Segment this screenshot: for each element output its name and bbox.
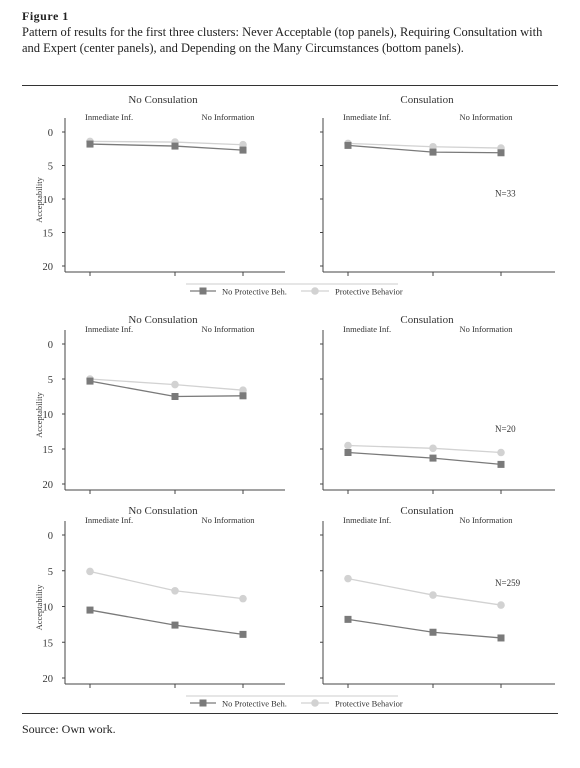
top-right-annotation: N=33 [495,188,516,198]
bottom-right-series-1-point-2 [497,601,505,609]
legend-1-marker-0 [199,699,207,707]
center-left-y-tick-label-2: 10 [43,410,54,421]
bottom-right-category-label-2: No Information [459,515,513,525]
bottom-left-y-tick-label-4: 20 [43,674,54,685]
bottom-left-series-1-point-2 [239,594,247,603]
center-left-category-label-2: No Information [201,324,255,334]
center-right-series-1-point-1 [429,444,437,453]
center-right-category-label-2: No Information [459,324,513,334]
top-right-series-0-point-1 [429,148,437,156]
center-left-y-tick-label-1: 5 [48,375,53,386]
bottom-left-series-1-point-1 [171,586,179,595]
bottom-left-series-line-1 [89,570,244,600]
bottom-right-series-line-1 [347,577,502,606]
top-rule [22,85,558,86]
bottom-right-series-1-point-0 [344,574,352,583]
top-left-category-label-0: Inmediate Inf. [85,112,133,122]
center-right-series-0-point-0 [344,449,352,456]
center-left-series-1-point-1 [171,380,179,389]
center-right-series-1-point-2 [497,448,505,457]
top-right-category-label-0: Inmediate Inf. [343,112,391,122]
center-left-category-label-0: Inmediate Inf. [85,324,133,334]
center-left-series-1-point-2 [239,386,247,395]
top-right-title: Consulation [400,94,454,106]
top-left-y-tick-label-2: 10 [43,195,54,206]
center-left-series-0-point-1 [171,393,179,400]
bottom-right-series-line-0 [347,618,502,639]
bottom-left-y-axis-label: Acceptability [34,584,44,631]
legend-1-marker-1 [311,699,319,707]
bottom-left-series-0-point-2 [239,630,247,638]
top-left-y-axis-label: Acceptability [34,176,44,223]
bottom-left-y-tick-label-1: 5 [48,567,53,578]
center-left-y-axis-label: Acceptability [34,391,44,438]
top-left-y-tick-label-0: 0 [48,128,53,139]
legend-0-marker-0 [199,287,207,295]
center-right-series-line-0 [347,451,502,466]
top-left-y-tick-label-4: 20 [43,262,54,273]
top-right-series-0-point-2 [497,149,505,157]
top-right-category-label-2: No Information [459,112,513,122]
top-left-series-0-point-1 [171,142,179,150]
bottom-right-series-0-point-1 [429,628,437,636]
legend-1-label-1: Protective Behavior [335,699,403,709]
bottom-right-annotation: N=259 [495,578,521,588]
top-left-series-line-0 [89,143,244,151]
bottom-right-series-0-point-0 [344,615,352,623]
center-right-series-line-1 [347,444,502,454]
legend-0-marker-1 [311,287,319,295]
center-right-category-label-0: Inmediate Inf. [343,324,391,334]
source-note: Source: Own work. [22,722,116,736]
figure-label: Figure 1 [22,9,69,23]
center-right-series-1-point-0 [344,441,352,450]
figure-caption: Pattern of results for the first three c… [22,25,543,55]
center-right-annotation: N=20 [495,424,516,434]
bottom-left-y-tick-label-2: 10 [43,603,54,614]
bottom-left-series-line-0 [89,609,244,636]
legend-1-label-0: No Protective Beh. [222,699,287,709]
center-left-y-tick-label-0: 0 [48,340,53,351]
bottom-left-title: No Consulation [128,505,198,517]
center-right-series-0-point-1 [429,454,437,462]
legend-0-label-1: Protective Behavior [335,287,403,297]
center-left-y-tick-label-3: 15 [43,445,54,456]
bottom-left-series-0-point-1 [171,621,179,629]
center-left-y-tick-label-4: 20 [43,480,54,491]
top-right-series-0-point-0 [344,141,352,149]
top-left-y-tick-label-3: 15 [43,229,54,240]
bottom-left-y-tick-label-0: 0 [48,531,53,542]
top-left-y-tick-label-1: 5 [48,162,53,173]
bottom-right-series-1-point-1 [429,591,437,599]
bottom-right-title: Consulation [400,505,454,517]
bottom-left-category-label-2: No Information [201,515,255,525]
center-left-title: No Consulation [128,314,198,326]
top-left-title: No Consulation [128,94,198,106]
center-right-title: Consulation [400,314,454,326]
top-left-series-0-point-2 [239,146,247,154]
top-left-series-0-point-0 [86,140,94,148]
legend-0-label-0: No Protective Beh. [222,287,287,297]
center-left-series-0-point-0 [86,377,94,385]
bottom-left-series-0-point-0 [86,606,94,614]
top-left-category-label-2: No Information [201,112,255,122]
bottom-left-series-1-point-0 [86,567,94,576]
center-right-series-0-point-2 [497,460,505,468]
bottom-left-y-tick-label-3: 15 [43,638,54,649]
bottom-rule [22,713,558,714]
center-left-series-0-point-2 [239,392,247,400]
bottom-right-category-label-0: Inmediate Inf. [343,515,391,525]
bottom-right-series-0-point-2 [497,634,505,642]
bottom-left-category-label-0: Inmediate Inf. [85,515,133,525]
